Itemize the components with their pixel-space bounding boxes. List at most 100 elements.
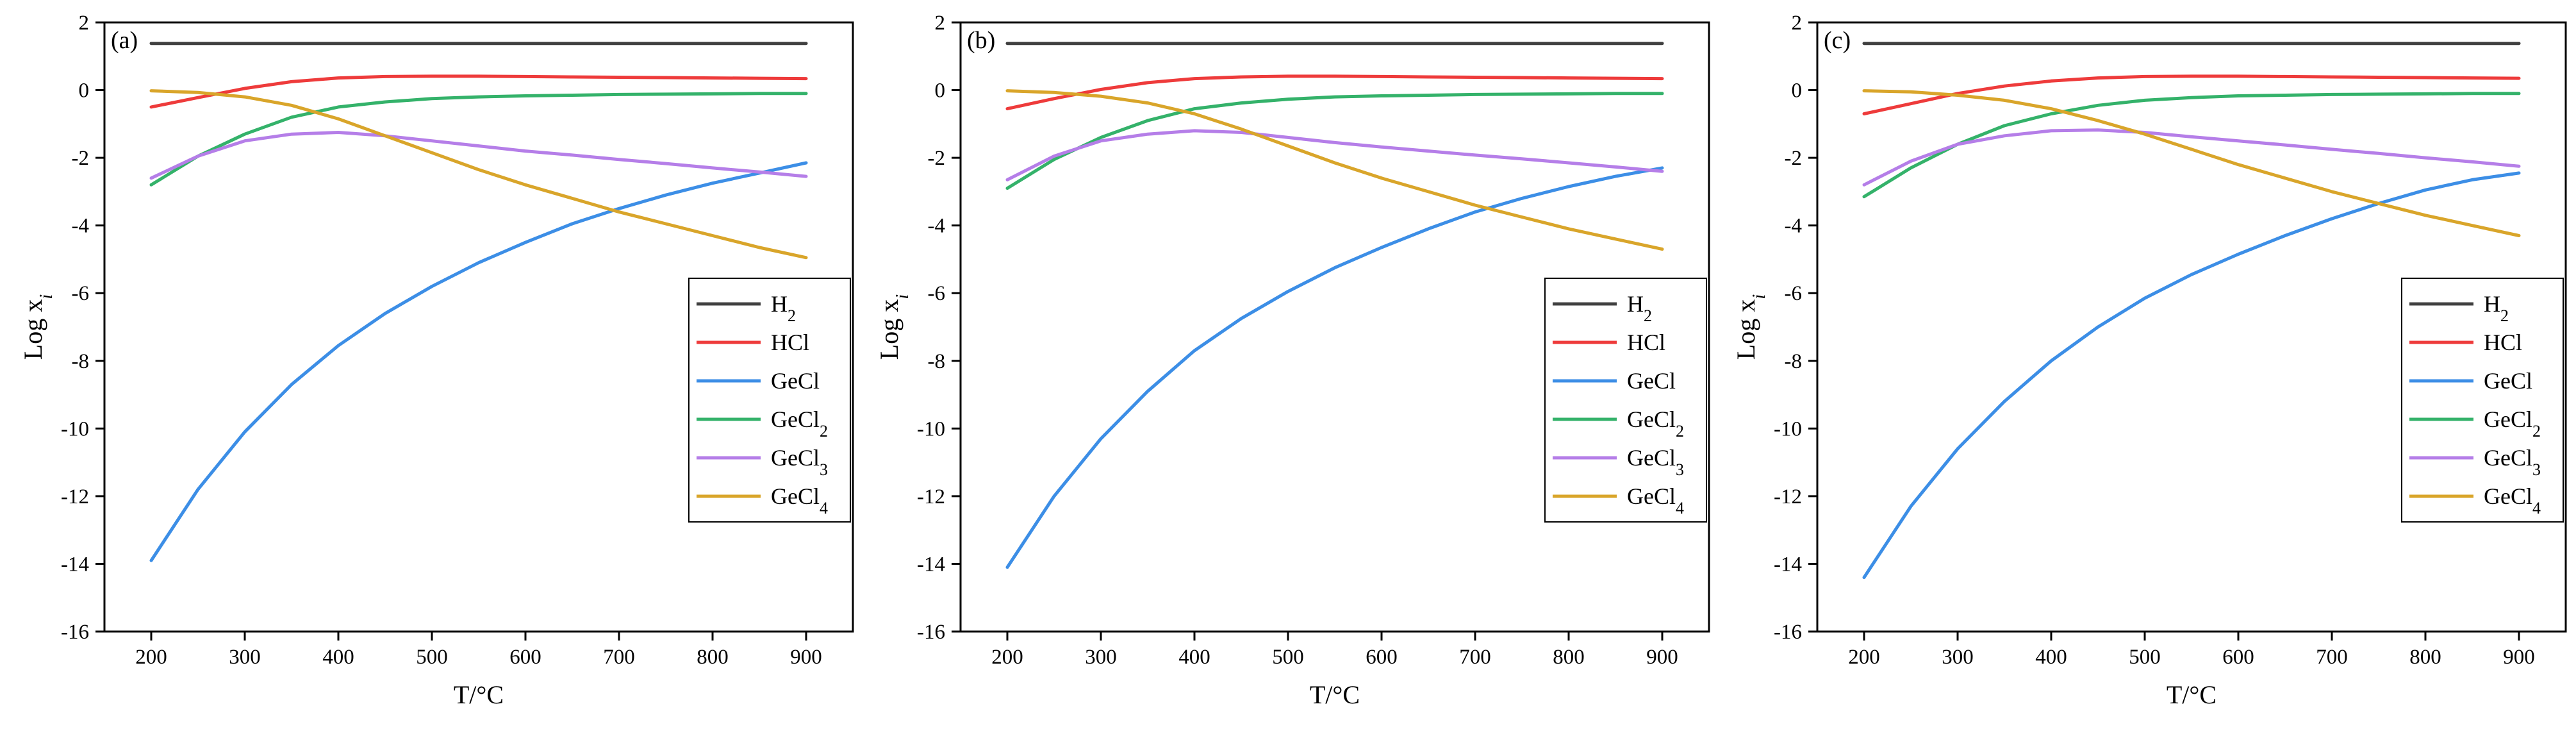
y-tick-label: 0	[935, 80, 946, 103]
y-axis-label: Log xi	[19, 294, 56, 360]
x-tick-label: 400	[322, 646, 354, 669]
panel-label: (c)	[1824, 27, 1851, 54]
legend-label-gecl: GeCl	[1627, 368, 1676, 394]
x-tick-label: 800	[697, 646, 729, 669]
plot-frame	[959, 21, 1710, 633]
y-tick-label: -4	[928, 215, 946, 238]
x-tick-label: 300	[1085, 646, 1117, 669]
chart-panel-1: 200 300 400 500 600 700 800 900 -16 -14 -12 -10 -8 -6…	[19, 12, 854, 709]
y-tick-label: -14	[917, 553, 945, 576]
series-line-gecl2	[1005, 92, 1664, 190]
legend-box	[2401, 278, 2564, 523]
y-tick-label: -14	[61, 553, 89, 576]
x-tick-label: 700	[603, 646, 635, 669]
y-tick-label: -8	[928, 350, 946, 373]
x-axis-label: T/°C	[454, 680, 504, 709]
x-tick-label: 900	[790, 646, 822, 669]
y-tick-label: -8	[1785, 350, 1803, 373]
y-tick-label: -12	[61, 485, 89, 508]
y-tick-label: -6	[928, 282, 946, 305]
x-axis-label: T/°C	[1310, 680, 1360, 709]
y-tick-label: 2	[935, 12, 946, 35]
series-line-gecl	[149, 161, 808, 562]
series-line-gecl2	[1862, 92, 2521, 199]
series-line-gecl3	[1862, 128, 2521, 187]
legend: H2 HCl GeCl GeCl2 GeCl3 GeCl4	[1544, 278, 1707, 523]
series-line-gecl3	[1005, 129, 1664, 181]
y-tick-label: -16	[917, 621, 945, 644]
series-line-gecl4	[1005, 89, 1664, 251]
x-tick-label: 600	[509, 646, 541, 669]
series-line-gecl2	[149, 92, 808, 187]
legend-label-gecl: GeCl	[771, 368, 820, 394]
series-line-gecl4	[149, 89, 808, 260]
x-tick-label: 600	[1366, 646, 1398, 669]
y-tick-label: -16	[61, 621, 89, 644]
plot-frame	[103, 21, 854, 633]
legend-label-gecl3: GeCl3	[1627, 445, 1684, 479]
chart-panel-3: 200 300 400 500 600 700 800 900 -16 -14 -12 -10 -8 -6…	[1731, 12, 2567, 709]
y-tick-label: -6	[72, 282, 90, 305]
x-tick-label: 400	[2035, 646, 2067, 669]
legend-label-gecl: GeCl	[2484, 368, 2532, 394]
x-tick-label: 700	[1459, 646, 1491, 669]
y-axis-label: Log xi	[875, 294, 912, 360]
x-tick-label: 200	[991, 646, 1023, 669]
y-tick-label: -10	[1774, 417, 1802, 440]
y-tick-label: -2	[72, 147, 90, 170]
legend-label-hcl: HCl	[2484, 330, 2522, 355]
legend-label-h2: H2	[1627, 291, 1652, 325]
x-tick-label: 300	[1942, 646, 1974, 669]
x-tick-label: 700	[2316, 646, 2348, 669]
x-tick-label: 300	[229, 646, 261, 669]
y-tick-label: 0	[1792, 80, 1803, 103]
legend-label-gecl4: GeCl4	[1627, 483, 1684, 517]
y-tick-label: -12	[917, 485, 945, 508]
legend-box	[688, 278, 851, 523]
legend-label-gecl2: GeCl2	[2484, 406, 2541, 440]
series-line-gecl	[1005, 166, 1664, 569]
y-tick-label: -4	[72, 215, 90, 238]
legend-label-h2: H2	[2484, 291, 2509, 325]
legend-label-gecl2: GeCl2	[771, 406, 828, 440]
y-tick-label: 0	[79, 80, 90, 103]
legend-label-hcl: HCl	[771, 330, 809, 355]
series-line-gecl	[1862, 171, 2521, 580]
y-tick-label: -2	[1785, 147, 1803, 170]
series-line-hcl	[1005, 74, 1664, 111]
legend-label-gecl2: GeCl2	[1627, 406, 1684, 440]
legend-box	[1544, 278, 1707, 523]
x-axis-label: T/°C	[2167, 680, 2217, 709]
chart-panel-2: 200 300 400 500 600 700 800 900 -16 -14 -12 -10 -8 -6…	[875, 12, 1710, 709]
x-tick-label: 900	[2503, 646, 2535, 669]
panel-label: (b)	[967, 27, 995, 54]
series-line-hcl	[1862, 74, 2521, 115]
legend: H2 HCl GeCl GeCl2 GeCl3 GeCl4	[2401, 278, 2564, 523]
legend-label-gecl4: GeCl4	[2484, 483, 2541, 517]
x-tick-label: 600	[2222, 646, 2254, 669]
x-tick-label: 500	[2129, 646, 2161, 669]
series-line-gecl3	[149, 131, 808, 180]
y-tick-label: -10	[917, 417, 945, 440]
x-tick-label: 400	[1178, 646, 1210, 669]
legend-label-gecl3: GeCl3	[771, 445, 828, 479]
legend-label-hcl: HCl	[1627, 330, 1665, 355]
y-tick-label: -10	[61, 417, 89, 440]
plot-frame	[1816, 21, 2567, 633]
y-tick-label: -6	[1785, 282, 1803, 305]
x-tick-label: 500	[416, 646, 448, 669]
x-tick-label: 900	[1646, 646, 1678, 669]
legend-label-gecl4: GeCl4	[771, 483, 828, 517]
series-line-hcl	[149, 74, 808, 109]
y-tick-label: -12	[1774, 485, 1802, 508]
y-tick-label: -2	[928, 147, 946, 170]
y-tick-label: 2	[79, 12, 90, 35]
y-tick-label: 2	[1792, 12, 1803, 35]
y-tick-label: -8	[72, 350, 90, 373]
y-axis-label: Log xi	[1731, 294, 1769, 360]
y-tick-label: -14	[1774, 553, 1802, 576]
panel-label: (a)	[111, 27, 138, 54]
x-tick-label: 200	[1848, 646, 1880, 669]
legend-label-h2: H2	[771, 291, 796, 325]
series-line-gecl4	[1862, 89, 2521, 237]
